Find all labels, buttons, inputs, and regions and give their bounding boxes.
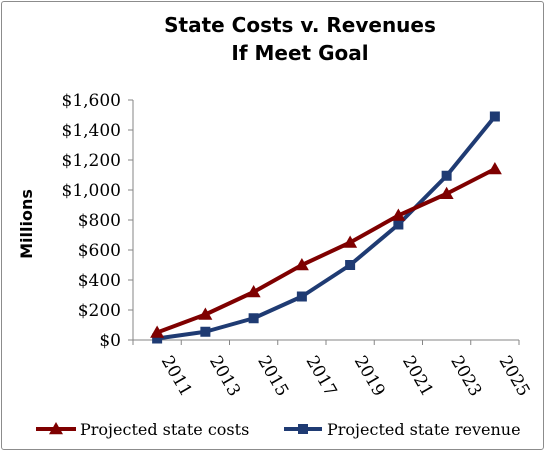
y-tick-label: $1,400 (62, 121, 121, 141)
x-tick-label: 2011 (157, 353, 196, 400)
data-point (345, 260, 356, 270)
series-group (150, 111, 502, 344)
data-point (343, 235, 358, 248)
x-tick-label: 2019 (350, 353, 389, 400)
y-ticks: $0 $200 $400 $600 $800 $1,000 $1,200 $1,400 $1,6… (62, 91, 133, 351)
x-tick-label: 2015 (253, 353, 292, 400)
data-point (200, 326, 211, 337)
legend-label: Projected state costs (80, 420, 249, 439)
series-line (156, 115, 497, 341)
data-point (198, 307, 213, 320)
y-tick-label: $400 (78, 271, 121, 291)
legend-marker (298, 424, 308, 434)
series-costs (150, 162, 502, 338)
x-tick-label: 2025 (495, 353, 534, 400)
data-point (439, 186, 454, 199)
data-point (152, 333, 163, 344)
data-point (246, 285, 261, 298)
chart-title: State Costs v. Revenues (164, 13, 436, 37)
data-point (441, 170, 452, 181)
data-point (393, 219, 404, 230)
x-tick-label: 2013 (205, 353, 244, 400)
y-tick-label: $600 (78, 241, 121, 261)
data-point (391, 208, 406, 221)
legend-label: Projected state revenue (327, 420, 521, 439)
data-point (248, 313, 259, 324)
data-point (489, 111, 500, 122)
x-tick-label: 2021 (398, 353, 437, 400)
data-point (487, 162, 502, 175)
data-point (296, 291, 307, 302)
series-revenue (152, 111, 500, 344)
y-tick-label: $800 (78, 211, 121, 231)
x-ticks: 2011 2013 2015 2017 2019 2021 2023 2025 (132, 340, 534, 400)
y-axis-label: Millions (17, 189, 36, 259)
x-tick-label: 2023 (446, 353, 485, 400)
data-point (150, 325, 165, 338)
series-line (156, 167, 496, 335)
legend-item: Projected state costs (36, 420, 249, 439)
x-tick-label: 2017 (302, 353, 341, 400)
y-tick-label: $1,000 (62, 181, 121, 201)
y-tick-label: $200 (78, 301, 121, 321)
y-tick-label: $1,600 (62, 91, 121, 111)
legend: Projected state costs Projected state rev… (36, 420, 521, 439)
legend-item: Projected state revenue (284, 420, 521, 439)
data-point (294, 258, 309, 271)
chart-subtitle: If Meet Goal (231, 41, 368, 65)
y-tick-label: $1,200 (62, 151, 121, 171)
legend-marker (49, 422, 63, 435)
y-tick-label: $0 (99, 331, 121, 351)
